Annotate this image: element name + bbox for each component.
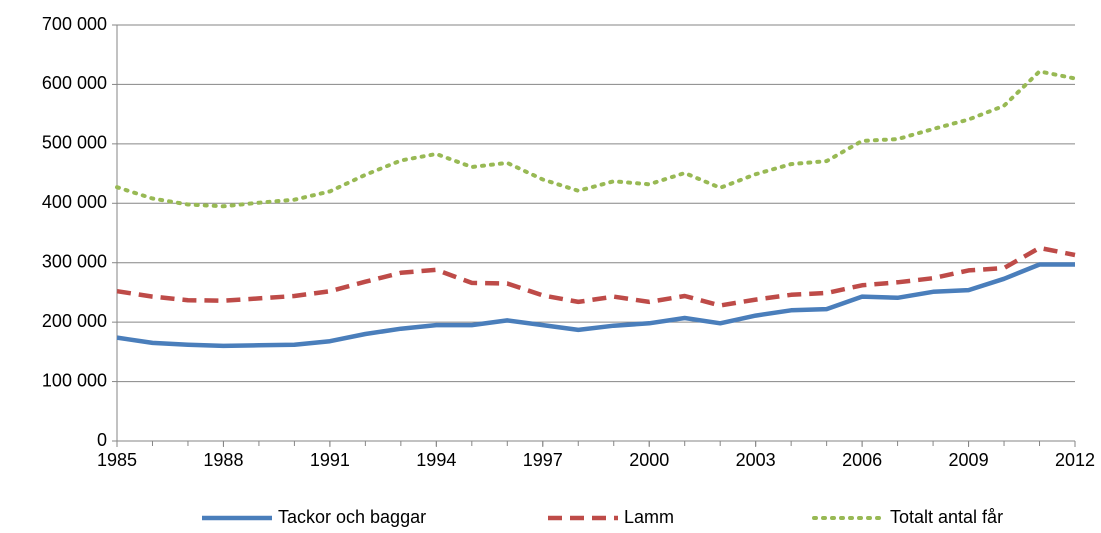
data-line (115, 69, 1077, 209)
y-tick-label: 200 000 (42, 311, 107, 331)
x-tick-label: 2003 (736, 450, 776, 470)
legend-label: Tackor och baggar (278, 507, 426, 527)
x-tick-label: 2006 (842, 450, 882, 470)
legend-label: Totalt antal får (890, 507, 1003, 527)
data-line (116, 262, 1075, 349)
x-tick-label: 1994 (416, 450, 456, 470)
x-tick-label: 1988 (203, 450, 243, 470)
x-tick-label: 2009 (949, 450, 989, 470)
y-tick-label: 700 000 (42, 14, 107, 34)
y-tick-label: 300 000 (42, 251, 107, 271)
legend-label: Lamm (624, 507, 674, 527)
y-tick-label: 500 000 (42, 133, 107, 153)
y-tick-label: 600 000 (42, 73, 107, 93)
x-tick-label: 2000 (629, 450, 669, 470)
x-tick-label: 1985 (97, 450, 137, 470)
data-line (116, 245, 1076, 308)
y-tick-label: 0 (97, 430, 107, 450)
x-tick-label: 1997 (523, 450, 563, 470)
x-tick-label: 2012 (1055, 450, 1095, 470)
y-tick-label: 100 000 (42, 370, 107, 390)
x-tick-label: 1991 (310, 450, 350, 470)
y-tick-label: 400 000 (42, 192, 107, 212)
